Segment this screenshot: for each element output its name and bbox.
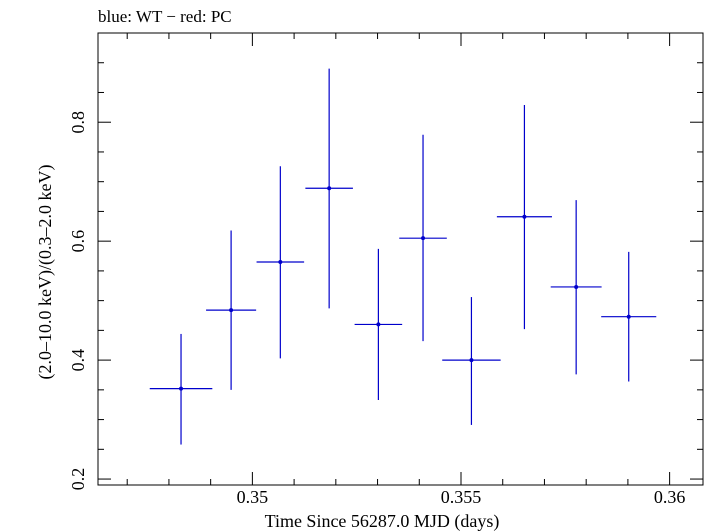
data-series bbox=[149, 68, 657, 445]
data-marker bbox=[522, 214, 527, 219]
chart-title: blue: WT − red: PC bbox=[98, 7, 232, 26]
data-point bbox=[442, 297, 501, 425]
data-marker bbox=[327, 186, 332, 191]
data-point bbox=[305, 68, 353, 309]
x-tick-label: 0.355 bbox=[441, 487, 482, 507]
y-axis: 0.2 0.4 0.6 0.8 bbox=[68, 62, 703, 491]
y-tick-label: 0.2 bbox=[68, 468, 88, 491]
data-point bbox=[256, 166, 305, 359]
data-point bbox=[354, 248, 403, 400]
data-point bbox=[206, 230, 257, 390]
data-marker bbox=[421, 236, 426, 241]
x-axis: 0.35 0.355 0.36 bbox=[126, 33, 686, 507]
y-tick-label: 0.6 bbox=[68, 230, 88, 253]
data-point bbox=[399, 134, 447, 342]
y-tick-label: 0.8 bbox=[68, 111, 88, 134]
data-point bbox=[149, 333, 213, 445]
data-marker bbox=[574, 284, 579, 289]
x-axis-title: Time Since 56287.0 MJD (days) bbox=[265, 511, 500, 532]
data-point bbox=[601, 251, 657, 382]
x-tick-label: 0.36 bbox=[654, 487, 686, 507]
data-marker bbox=[626, 314, 631, 319]
data-marker bbox=[278, 259, 283, 264]
data-marker bbox=[469, 358, 474, 363]
data-point bbox=[550, 200, 602, 375]
data-point bbox=[496, 104, 552, 330]
data-marker bbox=[376, 322, 381, 327]
plot-frame bbox=[97, 32, 704, 486]
data-marker bbox=[179, 386, 184, 391]
data-marker bbox=[229, 308, 234, 313]
y-tick-label: 0.4 bbox=[68, 349, 88, 372]
y-axis-title: (2.0–10.0 keV)/(0.3–2.0 keV) bbox=[35, 165, 56, 380]
x-tick-label: 0.35 bbox=[237, 487, 269, 507]
